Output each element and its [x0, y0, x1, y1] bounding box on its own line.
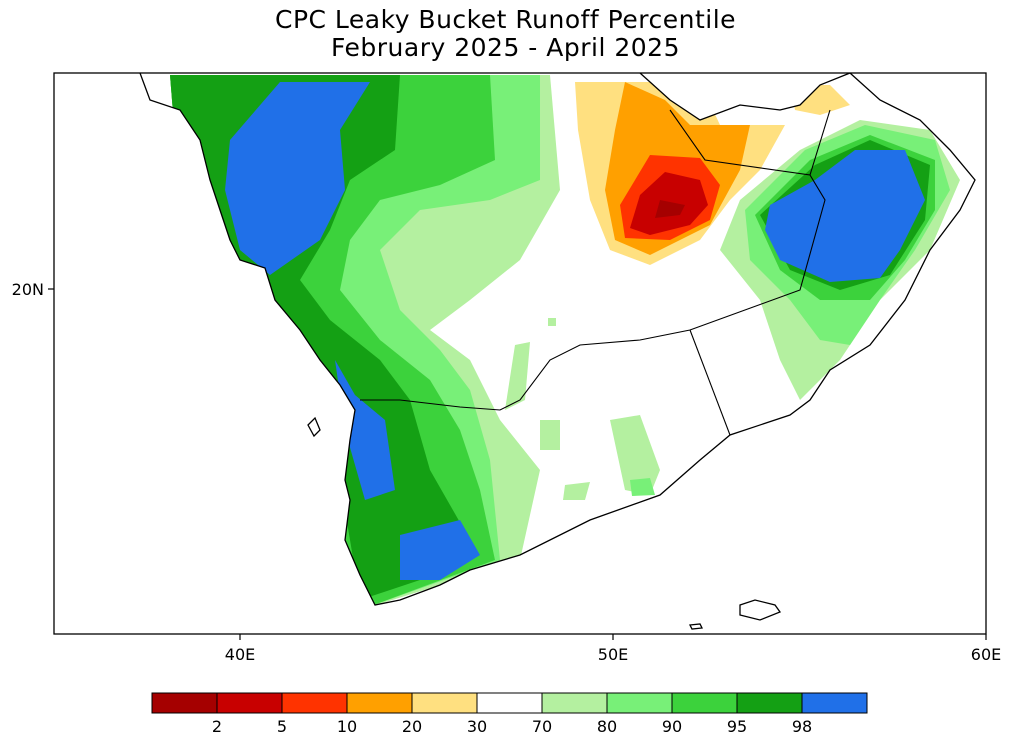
field-south-80e [548, 318, 556, 326]
colorbar-swatch [346, 692, 413, 714]
colorbar-swatch [476, 692, 543, 714]
colorbar-swatch [281, 692, 348, 714]
field-east-above98 [765, 150, 925, 282]
colorbar-label: 70 [532, 717, 552, 736]
field-south-90 [630, 478, 655, 496]
island-small [688, 623, 704, 630]
lat-tick-20n: 20N [12, 280, 44, 299]
colorbar: 2 5 10 20 30 70 80 90 95 98 [151, 692, 868, 736]
border-uae-oman [809, 109, 831, 176]
lon-tick-60e: 60E [971, 645, 1001, 664]
field-south-80 [610, 415, 660, 495]
colorbar-label: 80 [597, 717, 617, 736]
colorbar-swatch [606, 692, 673, 714]
lon-tick-40e: 40E [225, 645, 255, 664]
field-south-80d [540, 420, 560, 450]
field-south-80b [563, 482, 590, 500]
map-frame [53, 72, 987, 635]
colorbar-swatch [151, 692, 218, 714]
border-yemen-oman [689, 329, 731, 436]
runoff-field [170, 75, 960, 605]
arabian-coastline [139, 72, 976, 606]
field-east-30 [790, 85, 850, 115]
colorbar-swatch [801, 692, 868, 714]
island-socotra [739, 599, 782, 621]
field-2 [655, 200, 685, 218]
gulf-coastline [639, 72, 851, 121]
colorbar-label: 98 [792, 717, 812, 736]
colorbar-swatch [216, 692, 283, 714]
colorbar-label: 95 [727, 717, 747, 736]
axis-ticks [48, 288, 987, 640]
field-above98-south2 [400, 520, 480, 580]
island-farasan [307, 416, 321, 438]
colorbar-label: 30 [467, 717, 487, 736]
field-above98-south [335, 360, 395, 500]
border-saudi-yemen [360, 109, 826, 411]
colorbar-label: 5 [277, 717, 287, 736]
colorbar-label: 10 [337, 717, 357, 736]
political-borders [360, 109, 831, 436]
coastlines [139, 72, 976, 630]
colorbar-label: 2 [212, 717, 222, 736]
colorbar-label: 20 [402, 717, 422, 736]
colorbar-swatch [541, 692, 608, 714]
colorbar-swatch [671, 692, 738, 714]
map-title: CPC Leaky Bucket Runoff Percentile [274, 5, 737, 34]
field-south-80c [505, 342, 530, 410]
lon-tick-50e: 50E [598, 645, 628, 664]
colorbar-swatch [411, 692, 478, 714]
field-above98-north [225, 82, 370, 275]
map-subtitle: February 2025 - April 2025 [331, 33, 680, 62]
colorbar-label: 90 [662, 717, 682, 736]
colorbar-swatch [736, 692, 803, 714]
